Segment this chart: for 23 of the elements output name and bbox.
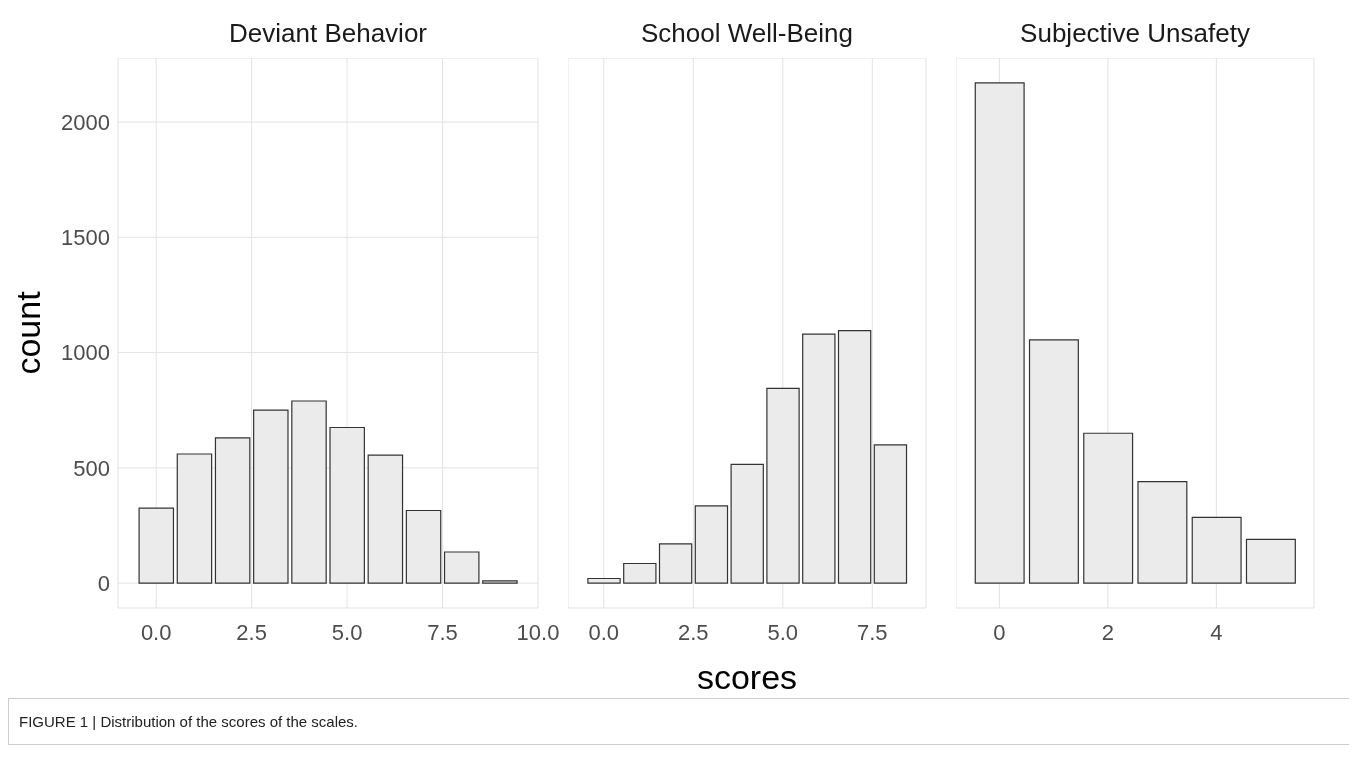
x-axis-title: scores xyxy=(695,658,799,697)
caption: FIGURE 1 | Distribution of the scores of the scales. xyxy=(19,713,359,730)
y-tick-label: 500 xyxy=(73,455,110,481)
y-tick-label: 2000 xyxy=(61,109,110,135)
x-tick-label: 0.0 xyxy=(140,619,172,645)
chart-title: Subjective Unsafety xyxy=(1019,17,1251,50)
chart-title: Deviant Behavior xyxy=(228,17,428,50)
y-tick-label: 1500 xyxy=(61,225,110,251)
x-tick-label: 2 xyxy=(1101,619,1114,645)
x-tick-label: 2.5 xyxy=(236,619,267,645)
y-axis-title: count xyxy=(9,290,48,375)
x-tick-label: 4 xyxy=(1210,619,1223,645)
x-tick-label: 10.0 xyxy=(516,619,560,645)
x-tick-label: 5.0 xyxy=(331,619,363,645)
chart-title: School Well-Being xyxy=(640,17,854,50)
y-tick-label: 1000 xyxy=(61,340,110,366)
x-tick-label: 5.0 xyxy=(767,619,799,645)
x-tick-label: 0.0 xyxy=(588,619,620,645)
x-tick-label: 0 xyxy=(993,619,1006,645)
x-tick-label: 7.5 xyxy=(857,619,888,645)
x-tick-label: 2.5 xyxy=(678,619,709,645)
x-tick-label: 7.5 xyxy=(427,619,458,645)
y-tick-label: 0 xyxy=(97,570,110,596)
